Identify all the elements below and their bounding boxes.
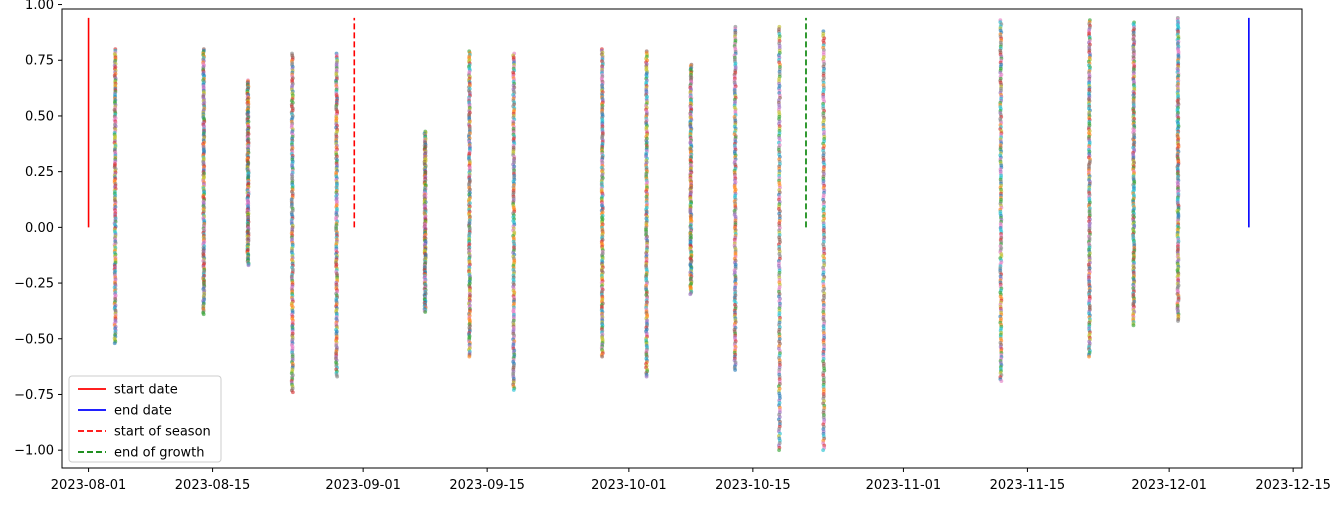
scatter-point — [335, 374, 340, 379]
observation-column — [688, 62, 694, 297]
observation-column — [289, 51, 295, 395]
y-axis: −1.00 −0.75 −0.50 −0.25 0.00 0.25 0.50 0.75 1.00 — [14, 0, 62, 459]
observation-column — [732, 24, 738, 372]
x-tick-label: 2023-11-15 — [990, 478, 1066, 493]
observation-column — [466, 49, 472, 359]
observation-column — [821, 29, 827, 453]
y-tick-label: −0.75 — [14, 388, 54, 403]
y-tick-label: −1.00 — [14, 444, 54, 459]
scatter-layer — [112, 16, 1181, 453]
scatter-point — [423, 310, 428, 314]
x-tick-label: 2023-10-01 — [591, 478, 667, 493]
scatter-point — [777, 448, 781, 453]
y-tick-label: −0.50 — [14, 332, 54, 347]
legend-label: start date — [114, 383, 178, 398]
observation-column — [644, 49, 650, 379]
observation-column — [511, 51, 517, 392]
legend-label: start of season — [114, 425, 211, 440]
scatter-point — [821, 448, 826, 453]
observation-column — [201, 47, 207, 317]
x-tick-label: 2023-08-15 — [175, 478, 251, 493]
scatter-point — [290, 390, 295, 395]
marker-layer — [87, 17, 1250, 228]
observation-column — [334, 51, 340, 379]
scatter-point — [688, 292, 693, 297]
legend-label: end of growth — [114, 446, 205, 461]
legend-box — [68, 375, 222, 463]
scatter-point — [246, 263, 251, 268]
observation-column — [422, 129, 428, 314]
x-tick-label: 2023-12-01 — [1131, 478, 1207, 493]
observation-column — [776, 24, 782, 453]
x-tick-label: 2023-09-01 — [325, 478, 401, 493]
observation-column — [998, 18, 1004, 383]
observation-column — [1131, 20, 1137, 328]
x-tick-label: 2023-12-15 — [1255, 478, 1330, 493]
scatter-point — [1087, 354, 1091, 359]
scatter-point — [600, 354, 605, 359]
observation-column — [112, 47, 118, 346]
x-axis: 2023-08-01 2023-08-15 2023-09-01 2023-09-15… — [51, 468, 1330, 493]
scatter-point — [112, 341, 117, 346]
x-tick-label: 2023-08-01 — [51, 478, 127, 493]
scatter-point — [201, 312, 206, 317]
y-tick-label: −0.25 — [14, 277, 54, 292]
scatter-point — [999, 379, 1004, 383]
x-tick-label: 2023-11-01 — [866, 478, 942, 493]
legend-label: end date — [114, 404, 172, 419]
y-tick-label: 0.25 — [25, 165, 54, 180]
scatter-point — [1176, 319, 1180, 323]
y-tick-label: 1.00 — [25, 0, 54, 13]
y-tick-label: 0.00 — [25, 221, 54, 236]
y-tick-label: 0.75 — [25, 54, 54, 69]
observation-column — [1175, 16, 1181, 323]
scatter-point — [467, 354, 472, 359]
x-tick-label: 2023-09-15 — [449, 478, 525, 493]
scatter-point — [644, 374, 649, 379]
observation-column — [245, 78, 251, 268]
scatter-point — [511, 388, 516, 392]
plot-area-frame — [61, 8, 1303, 469]
scatter-point — [1131, 323, 1136, 328]
legend: start date end date start of season end of … — [68, 375, 222, 463]
observation-column — [1086, 18, 1092, 359]
observation-column — [599, 47, 605, 359]
scatter-point — [733, 368, 738, 372]
y-tick-label: 0.50 — [25, 109, 54, 124]
x-tick-label: 2023-10-15 — [715, 478, 791, 493]
